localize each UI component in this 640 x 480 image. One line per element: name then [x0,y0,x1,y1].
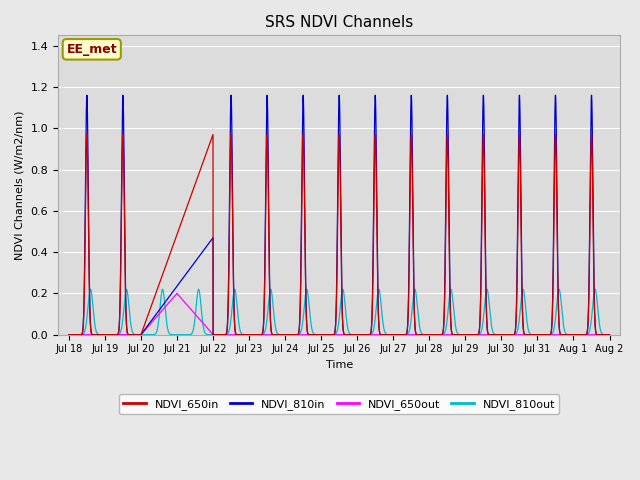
NDVI_810in [598,332,606,337]
X-axis label: Time: Time [326,360,353,370]
NDVI_810in [605,332,612,337]
Line: NDVI_650in: NDVI_650in [69,134,609,335]
NDVI_650out [550,332,557,337]
Legend: NDVI_650in, NDVI_810in, NDVI_650out, NDVI_810out: NDVI_650in, NDVI_810in, NDVI_650out, NDV… [119,394,559,414]
Y-axis label: NDVI Channels (W/m2/nm): NDVI Channels (W/m2/nm) [15,110,25,260]
NDVI_810in [535,332,543,337]
NDVI_650in [550,235,557,240]
NDVI_810in [65,332,73,337]
NDVI_650in [605,332,613,337]
NDVI_650in [308,332,316,337]
NDVI_810out [605,332,613,337]
Title: SRS NDVI Channels: SRS NDVI Channels [265,15,413,30]
NDVI_810out [591,287,599,292]
NDVI_810in [83,92,91,98]
NDVI_810out [605,332,612,337]
Text: EE_met: EE_met [67,43,117,56]
NDVI_650out [535,332,543,337]
NDVI_650in [598,332,606,337]
NDVI_650out [598,332,606,337]
NDVI_810in [410,288,418,294]
NDVI_810in [605,332,613,337]
NDVI_810out [65,332,73,337]
NDVI_650out [308,332,316,337]
NDVI_650in [65,332,73,337]
Line: NDVI_650out: NDVI_650out [69,293,609,335]
NDVI_650out [605,332,613,337]
Line: NDVI_810out: NDVI_810out [69,289,609,335]
NDVI_810out [410,290,418,296]
NDVI_810out [308,326,316,332]
NDVI_810in [550,216,557,221]
NDVI_650in [83,132,91,137]
NDVI_650out [65,332,73,337]
NDVI_650out [173,290,181,296]
NDVI_650out [410,332,418,337]
NDVI_810out [535,332,543,337]
NDVI_650out [605,332,612,337]
NDVI_810out [598,331,606,336]
NDVI_650in [535,332,543,337]
NDVI_650in [410,295,418,301]
NDVI_810in [308,332,316,337]
NDVI_650in [605,332,612,337]
NDVI_810out [550,327,557,333]
Line: NDVI_810in: NDVI_810in [69,95,609,335]
